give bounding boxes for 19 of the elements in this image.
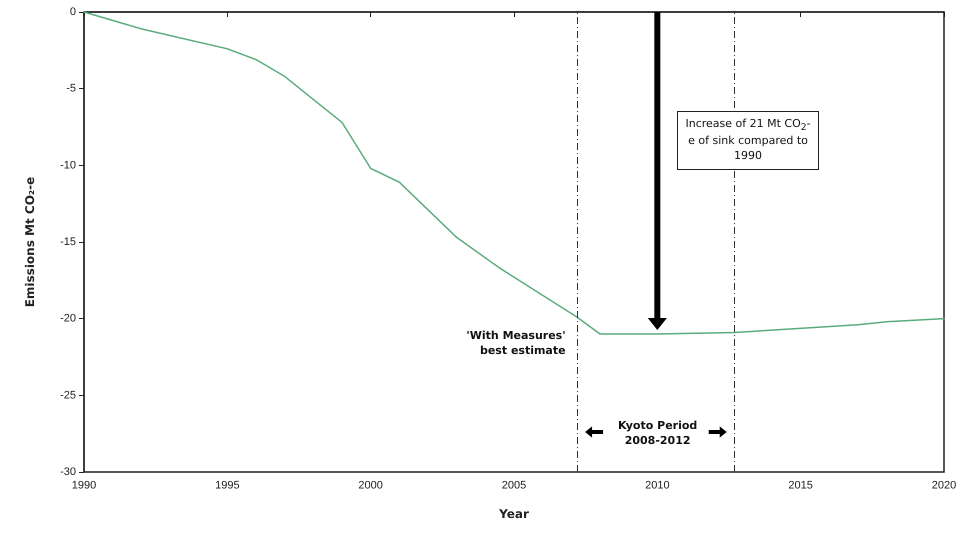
x-tick-label: 1995 xyxy=(215,480,240,492)
y-tick-label: -5 xyxy=(66,82,76,95)
x-tick-label: 1990 xyxy=(72,480,96,492)
y-tick-label: -25 xyxy=(60,389,76,402)
x-tick-label: 2000 xyxy=(358,480,383,492)
x-axis-title: Year xyxy=(498,507,529,521)
x-tick-label: 2005 xyxy=(502,480,526,492)
y-tick-label: -20 xyxy=(60,312,76,325)
x-tick-label: 2010 xyxy=(645,480,670,492)
y-axis-title: Emissions Mt CO₂-e xyxy=(23,176,37,308)
annotation: 'With Measures' best estimate xyxy=(465,329,566,360)
annotation: Kyoto Period 2008-2012 xyxy=(616,419,698,449)
x-tick-label: 2015 xyxy=(788,480,813,492)
y-tick-label: -15 xyxy=(60,236,76,248)
annotation: Increase of 21 Mt CO$_{2}$-e of sink compared to 1990 xyxy=(677,110,820,170)
x-tick-label: 2020 xyxy=(932,480,956,492)
y-tick-label: -10 xyxy=(60,159,76,172)
y-tick-label: 0 xyxy=(70,6,76,18)
y-tick-label: -30 xyxy=(60,466,76,478)
